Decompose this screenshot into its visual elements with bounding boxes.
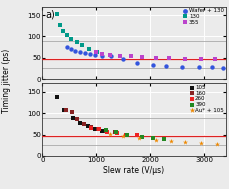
260 bbox=[115, 132, 119, 135]
160 bbox=[89, 125, 93, 129]
130 bbox=[62, 30, 65, 33]
Wafer + 130 bbox=[164, 65, 168, 68]
130 bbox=[80, 44, 84, 47]
Wafer + 130 bbox=[121, 57, 125, 60]
160 bbox=[97, 128, 100, 131]
105 bbox=[48, 78, 51, 81]
130 bbox=[75, 40, 79, 43]
Wafer + 130 bbox=[197, 66, 200, 69]
Wafer + 130 bbox=[65, 46, 68, 49]
105 bbox=[55, 96, 59, 99]
Wafer + 130 bbox=[181, 65, 184, 68]
105 bbox=[86, 125, 90, 128]
355 bbox=[199, 57, 203, 60]
105 bbox=[93, 128, 96, 131]
Au* + 105 bbox=[183, 140, 187, 143]
Wafer + 130 bbox=[210, 66, 214, 69]
Wafer + 130 bbox=[88, 52, 92, 55]
Au* + 105 bbox=[138, 136, 141, 139]
260 bbox=[89, 126, 93, 129]
Wafer + 130 bbox=[78, 50, 82, 53]
Wafer + 130 bbox=[109, 55, 113, 58]
Au* + 105 bbox=[169, 139, 172, 143]
355 bbox=[154, 56, 157, 59]
Au* + 105 bbox=[199, 141, 203, 144]
160 bbox=[64, 108, 68, 111]
Au* + 105 bbox=[154, 138, 157, 141]
X-axis label: Slew rate (V/μs): Slew rate (V/μs) bbox=[104, 166, 164, 175]
Wafer + 130 bbox=[74, 49, 77, 52]
355 bbox=[183, 57, 187, 60]
355 bbox=[100, 52, 104, 55]
355 bbox=[167, 57, 171, 60]
Legend: Wafer + 130, 130, 355: Wafer + 130, 130, 355 bbox=[183, 8, 224, 25]
Wafer + 130 bbox=[93, 53, 97, 56]
160 bbox=[113, 131, 116, 134]
130 bbox=[65, 34, 69, 37]
260 bbox=[135, 134, 139, 137]
Wafer + 130 bbox=[100, 54, 104, 57]
390 bbox=[126, 133, 129, 136]
160 bbox=[76, 117, 79, 120]
105 bbox=[100, 130, 104, 133]
390 bbox=[114, 131, 118, 134]
355 bbox=[119, 54, 122, 57]
390 bbox=[162, 137, 165, 140]
130 bbox=[55, 12, 58, 15]
355 bbox=[129, 55, 133, 58]
260 bbox=[125, 133, 128, 136]
Text: a): a) bbox=[45, 9, 55, 19]
160 bbox=[83, 122, 86, 125]
260 bbox=[105, 130, 109, 133]
Au* + 105 bbox=[216, 142, 219, 145]
160 bbox=[70, 111, 74, 114]
Text: Timing jitter (ps): Timing jitter (ps) bbox=[2, 49, 11, 113]
Wafer + 130 bbox=[69, 48, 73, 51]
Au* + 105 bbox=[108, 132, 112, 135]
355 bbox=[213, 58, 217, 61]
105 bbox=[63, 108, 66, 111]
160 bbox=[105, 130, 108, 133]
390 bbox=[104, 129, 108, 132]
Wafer + 130 bbox=[151, 64, 155, 67]
Legend: 105, 160, 260, 390, Au* + 105: 105, 160, 260, 390, Au* + 105 bbox=[189, 84, 224, 113]
130 bbox=[87, 47, 91, 50]
Au* + 105 bbox=[121, 134, 125, 137]
Wafer + 130 bbox=[221, 66, 225, 69]
Wafer + 130 bbox=[135, 61, 139, 64]
105 bbox=[78, 121, 82, 124]
260 bbox=[97, 128, 101, 131]
355 bbox=[94, 51, 98, 54]
105 bbox=[71, 117, 74, 120]
130 bbox=[70, 37, 73, 40]
130 bbox=[95, 50, 99, 53]
355 bbox=[108, 53, 112, 56]
390 bbox=[140, 135, 143, 138]
390 bbox=[151, 136, 155, 139]
130 bbox=[58, 23, 61, 26]
355 bbox=[140, 56, 144, 59]
Wafer + 130 bbox=[83, 52, 87, 55]
